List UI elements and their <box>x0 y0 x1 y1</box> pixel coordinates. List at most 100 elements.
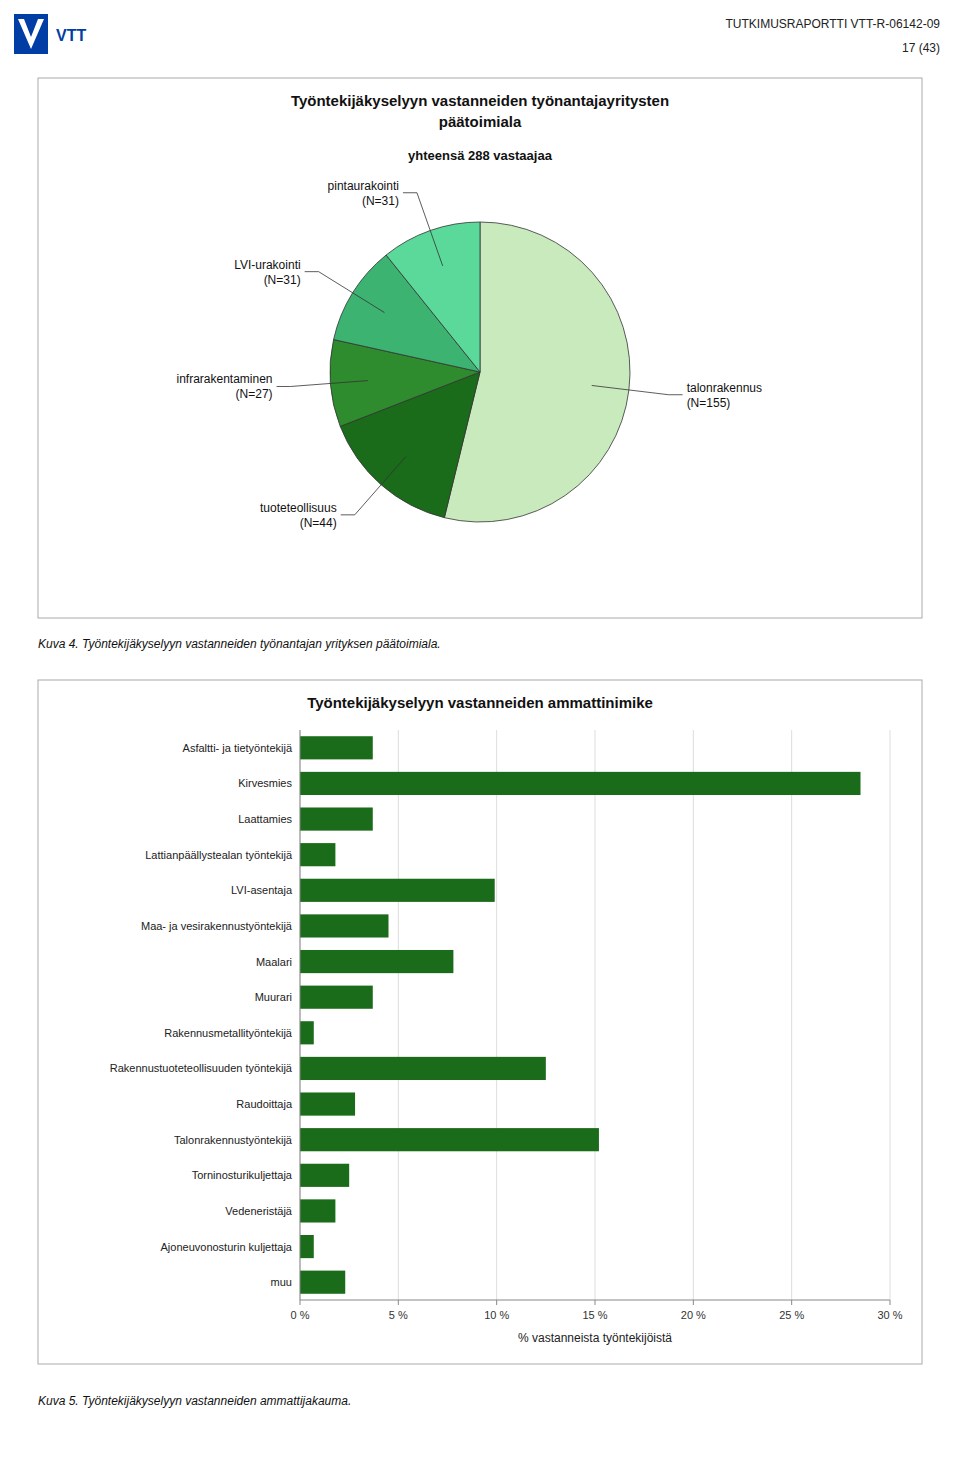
chart-title: Työntekijäkyselyyn vastanneiden työnanta… <box>291 92 669 130</box>
tick-label: 25 % <box>779 1309 804 1321</box>
tick-label: 10 % <box>484 1309 509 1321</box>
tick-mark <box>791 1300 792 1305</box>
category-label: Ajoneuvonosturin kuljettaja <box>161 1241 293 1253</box>
grid-line <box>398 730 399 1300</box>
category-label: Maa- ja vesirakennustyöntekijä <box>141 920 293 932</box>
y-axis: Asfaltti- ja tietyöntekijä Kirvesmies Laat… <box>110 742 293 1288</box>
chart-title: Työntekijäkyselyyn vastanneiden ammattin… <box>307 694 653 711</box>
bar <box>300 1199 335 1222</box>
tick-mark <box>890 1300 891 1305</box>
tick-label: 15 % <box>582 1309 607 1321</box>
page-text: 17 (43) <box>902 41 940 55</box>
bar <box>300 736 373 759</box>
category-label: Vedeneristäjä <box>225 1205 293 1217</box>
category-label: Asfaltti- ja tietyöntekijä <box>183 742 293 754</box>
bar <box>300 843 335 866</box>
axis-line <box>300 1300 890 1301</box>
caption: Kuva 4. Työntekijäkyselyyn vastanneiden … <box>38 637 441 651</box>
grid-line <box>890 730 891 1300</box>
page: VTT TUTKIMUSRAPORTTI VTT-R-06142-09 17 (43… <box>0 0 960 1459</box>
bar <box>300 986 373 1009</box>
tick-label: 30 % <box>877 1309 902 1321</box>
chart-title-line: Työntekijäkyselyyn vastanneiden työnanta… <box>291 92 669 109</box>
bar <box>300 1128 599 1151</box>
pie-label-category: pintaurakointi <box>328 179 399 193</box>
bar <box>300 1164 349 1187</box>
pie-label-category: tuoteteollisuus <box>260 501 337 515</box>
leader-line <box>341 457 406 515</box>
grid-line <box>595 730 596 1300</box>
tick-mark <box>693 1300 694 1305</box>
grid <box>300 730 890 1300</box>
leader-line <box>277 381 368 387</box>
tick-mark <box>300 1300 301 1305</box>
axis-label: % vastanneista työntekijöistä <box>518 1331 672 1345</box>
pie-label: infrarakentaminen(N=27) <box>176 372 272 401</box>
tick-mark <box>398 1300 399 1305</box>
chart-subtitle: yhteensä 288 vastaajaa <box>408 148 553 163</box>
category-label: Torninosturikuljettaja <box>192 1169 293 1181</box>
pie-label: talonrakennus(N=155) <box>687 381 762 410</box>
pie-labels: talonrakennus(N=155) tuoteteollisuus(N=44… <box>176 179 762 530</box>
category-label: Talonrakennustyöntekijä <box>174 1134 293 1146</box>
tick-label: 5 % <box>389 1309 408 1321</box>
background <box>0 0 960 1459</box>
category-label: Rakennusmetallityöntekijä <box>164 1027 293 1039</box>
pie-label: tuoteteollisuus(N=44) <box>260 501 337 530</box>
category-label: muu <box>271 1276 292 1288</box>
logo-text: VTT <box>56 27 86 44</box>
bar <box>300 1021 314 1044</box>
pie-label-value: (N=155) <box>687 396 731 410</box>
pie-label-value: (N=44) <box>300 516 337 530</box>
bar <box>300 1057 546 1080</box>
category-label: Muurari <box>255 991 292 1003</box>
caption: Kuva 5. Työntekijäkyselyyn vastanneiden … <box>38 1394 351 1408</box>
header-text: TUTKIMUSRAPORTTI VTT-R-06142-09 <box>726 17 941 31</box>
category-label: Rakennustuoteteollisuuden työntekijä <box>110 1062 293 1074</box>
chart-title-line: päätoimiala <box>439 113 522 130</box>
pie-label-category: infrarakentaminen <box>176 372 272 386</box>
chart-frame <box>38 680 922 1364</box>
chart-frame <box>38 78 922 618</box>
pie-label: LVI-urakointi(N=31) <box>234 258 300 287</box>
category-label: Laattamies <box>238 813 292 825</box>
pie-label: pintaurakointi(N=31) <box>328 179 399 208</box>
logo-mark <box>18 19 44 49</box>
x-axis: 0 % 5 % 10 % 15 % 20 % 25 % 30 % <box>291 1300 903 1321</box>
logo: VTT <box>14 14 86 54</box>
bar <box>300 950 453 973</box>
tick-label: 20 % <box>681 1309 706 1321</box>
category-label: Maalari <box>256 956 292 968</box>
bar <box>300 1235 314 1258</box>
bars <box>300 736 861 1294</box>
bar <box>300 914 389 937</box>
bar <box>300 1092 355 1115</box>
category-label: Lattianpäällystealan työntekijä <box>145 849 293 861</box>
bar <box>300 879 495 902</box>
pie-slice <box>386 222 480 372</box>
pie-label-category: LVI-urakointi <box>234 258 300 272</box>
pie-label-category: talonrakennus <box>687 381 762 395</box>
tick-mark <box>595 1300 596 1305</box>
bar <box>300 807 373 830</box>
axis-line <box>300 730 301 1300</box>
grid-line <box>693 730 694 1300</box>
category-label: Raudoittaja <box>236 1098 293 1110</box>
pie-label-value: (N=31) <box>264 273 301 287</box>
pie-label-value: (N=27) <box>236 387 273 401</box>
grid-line <box>791 730 792 1300</box>
grid-line <box>496 730 497 1300</box>
category-label: LVI-asentaja <box>231 884 293 896</box>
grid-line <box>300 730 301 1300</box>
leader-line <box>592 385 683 394</box>
category-label: Kirvesmies <box>238 777 292 789</box>
pie-slices <box>330 222 630 522</box>
bar <box>300 772 861 795</box>
pie-label-value: (N=31) <box>362 194 399 208</box>
logo-block <box>14 14 48 54</box>
tick-mark <box>496 1300 497 1305</box>
leader-line <box>403 193 443 266</box>
leader-line <box>305 272 385 313</box>
tick-label: 0 % <box>291 1309 310 1321</box>
bar <box>300 1271 345 1294</box>
